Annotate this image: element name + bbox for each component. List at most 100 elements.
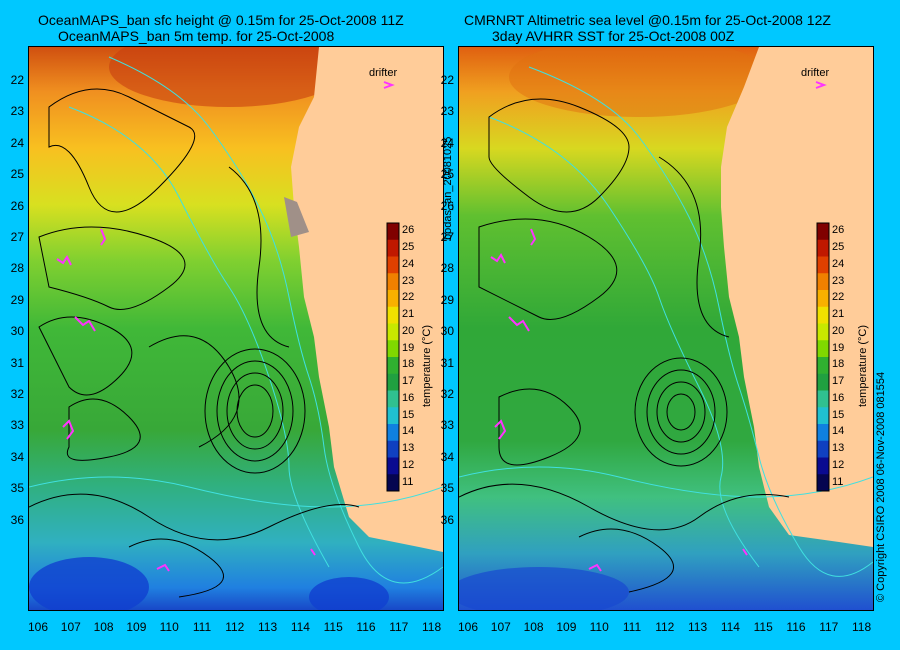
right-lon-tick: 111	[622, 620, 642, 634]
right-lon-tick: 114	[720, 620, 740, 634]
left-colorbar-swatch	[387, 457, 399, 475]
left-lat-tick: 33	[10, 418, 24, 433]
left-lat-tick: 25	[10, 167, 24, 182]
right-colorbar-swatch	[817, 239, 829, 257]
right-lat-tick: 27	[440, 230, 454, 244]
right-colorbar-tick: 23	[832, 274, 845, 287]
right-title-2: 3day AVHRR SST for 25-Oct-2008 00Z	[492, 28, 735, 44]
left-colorbar-tick: 11	[402, 475, 414, 488]
right-lat-tick: 35	[440, 481, 454, 496]
right-colorbar-swatch	[817, 457, 829, 475]
right-colorbar-swatch	[817, 407, 829, 425]
side-label: bodas_an_20081025	[442, 136, 454, 240]
left-map-svg	[29, 47, 443, 610]
left-lat-tick: 34	[10, 449, 24, 464]
left-lon-tick: 111	[192, 620, 212, 634]
right-colorbar-label: temperature (°C)	[857, 324, 869, 407]
left-colorbar-tick: 22	[402, 291, 415, 304]
right-lat-tick: 32	[440, 387, 454, 401]
right-lon-tick: 117	[819, 620, 839, 634]
right-colorbar-tick: 15	[832, 408, 845, 421]
right-lon-tick: 113	[688, 620, 708, 634]
right-colorbar-swatch	[817, 440, 829, 458]
right-lon-tick: 110	[589, 620, 609, 634]
right-lon-tick: 107	[490, 620, 511, 634]
right-lat-tick: 36	[440, 512, 454, 527]
left-lon-tick: 115	[323, 620, 343, 634]
left-lon-tick: 106	[27, 620, 49, 634]
left-lat-tick: 29	[10, 292, 24, 307]
left-lat-tick: 26	[10, 198, 24, 213]
right-lon-tick: 112	[655, 620, 675, 634]
right-lon-tick: 106	[457, 620, 479, 634]
left-lon-tick: 116	[356, 620, 376, 634]
left-lon-tick: 109	[126, 620, 147, 634]
right-drifter-label: drifter	[801, 67, 830, 79]
left-lon-tick: 107	[60, 620, 81, 634]
right-lat-tick: 34	[440, 449, 454, 464]
left-colorbar-swatch	[387, 407, 399, 425]
left-colorbar-swatch	[387, 373, 399, 391]
left-lon-tick: 113	[258, 620, 278, 634]
right-colorbar-tick: 19	[832, 341, 845, 354]
right-lat-tick: 30	[440, 324, 454, 339]
left-lon-tick: 114	[290, 620, 310, 634]
left-colorbar-swatch	[387, 357, 399, 375]
right-lat-tick: 23	[440, 104, 454, 119]
left-colorbar-tick: 13	[402, 442, 415, 455]
right-lat-tick: 22	[440, 73, 454, 87]
right-colorbar-swatch	[817, 373, 829, 391]
right-colorbar-tick: 20	[832, 324, 845, 337]
right-lon-tick: 109	[556, 620, 577, 634]
left-lon-tick: 110	[159, 620, 179, 634]
left-colorbar-tick: 17	[402, 375, 415, 388]
right-colorbar-swatch	[817, 474, 829, 492]
right-title-1: CMRNRT Altimetric sea level @0.15m for 2…	[464, 12, 831, 28]
left-colorbar-swatch	[387, 474, 399, 492]
left-colorbar-tick: 14	[402, 425, 415, 438]
right-colorbar-swatch	[817, 223, 829, 241]
right-lat-tick: 28	[440, 261, 454, 276]
left-colorbar-swatch	[387, 424, 399, 442]
left-lat-tick: 22	[10, 73, 24, 87]
left-colorbar-tick: 16	[402, 391, 415, 404]
left-colorbar-tick: 21	[402, 308, 415, 321]
right-colorbar-border	[816, 222, 830, 492]
right-colorbar-swatch	[817, 424, 829, 442]
left-title-1: OceanMAPS_ban sfc height @ 0.15m for 25-…	[38, 12, 404, 28]
left-drifter-label: drifter	[369, 67, 398, 79]
left-colorbar-swatch	[387, 323, 399, 341]
right-colorbar-swatch	[817, 256, 829, 274]
left-colorbar-swatch	[387, 390, 399, 408]
left-lat-tick: 23	[10, 104, 24, 119]
left-lon-tick: 117	[389, 620, 409, 634]
right-colorbar-swatch	[817, 357, 829, 375]
left-lat-tick: 36	[10, 512, 24, 527]
right-lon-tick: 115	[753, 620, 773, 634]
right-map-panel: drifter temperature (°C)	[458, 46, 874, 611]
right-lon-tick: 118	[852, 620, 872, 634]
left-colorbar-tick: 18	[402, 358, 415, 371]
left-colorbar-swatch	[387, 290, 399, 308]
left-colorbar-swatch	[387, 223, 399, 241]
left-lat-tick: 32	[10, 387, 24, 401]
right-colorbar-swatch	[817, 390, 829, 408]
left-colorbar-tick: 20	[402, 324, 415, 337]
right-colorbar-tick: 13	[832, 442, 845, 455]
left-lat-tick: 35	[10, 481, 24, 496]
left-title-2: OceanMAPS_ban 5m temp. for 25-Oct-2008	[58, 28, 335, 44]
right-lat-tick: 25	[440, 167, 454, 182]
right-colorbar-tick: 26	[832, 224, 845, 237]
right-colorbar-swatch	[817, 323, 829, 341]
left-colorbar-tick: 26	[402, 224, 415, 237]
left-map-panel: drifter temperature (°C)	[28, 46, 444, 611]
right-colorbar-swatch	[817, 273, 829, 291]
left-colorbar-swatch	[387, 239, 399, 257]
right-colorbar-tick: 18	[832, 358, 845, 371]
left-colorbar-swatch	[387, 273, 399, 291]
right-colorbar-tick: 22	[832, 291, 845, 304]
left-colorbar-tick: 23	[402, 274, 415, 287]
left-colorbar-border	[386, 222, 400, 492]
left-lon-tick: 112	[225, 620, 245, 634]
right-lat-tick: 24	[440, 135, 454, 150]
